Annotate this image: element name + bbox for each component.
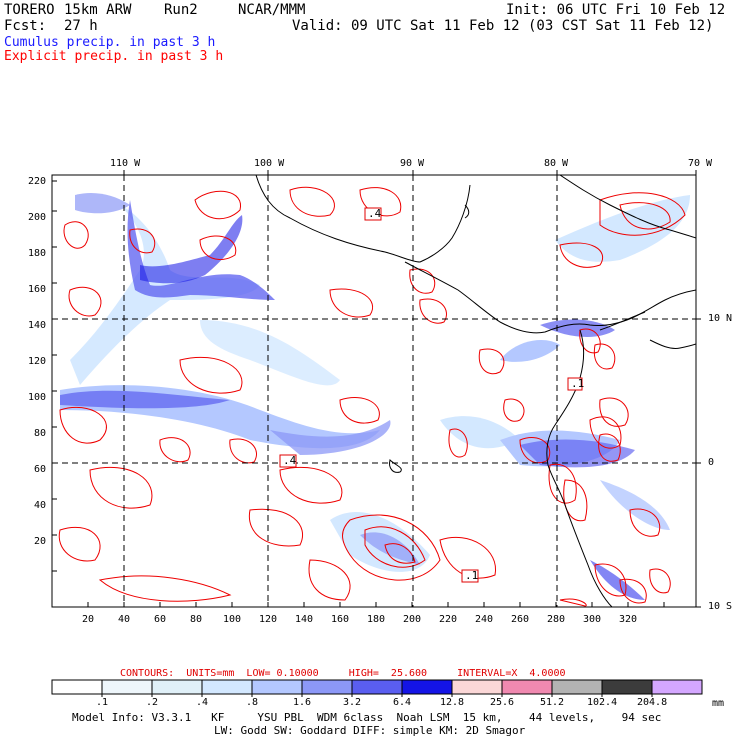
y-tick-label: 200	[28, 212, 47, 223]
x-tick-label: 80	[190, 614, 203, 625]
contour-info: CONTOURS: UNITS=mm LOW= 0.10000 HIGH= 25…	[120, 668, 566, 679]
colorbar-swatch	[101, 679, 153, 695]
colorbar-label: .4	[196, 697, 209, 708]
cumulus-precip-label: Cumulus precip. in past 3 h	[4, 35, 216, 50]
colorbar-label: .8	[246, 697, 259, 708]
x-tick-label: 300	[583, 614, 602, 625]
colorbar-swatch	[601, 679, 653, 695]
fcst-label: Fcst:	[4, 18, 47, 34]
y-tick-label: 60	[34, 464, 47, 475]
x-tick-label: 160	[331, 614, 350, 625]
x-tick-label: 120	[259, 614, 278, 625]
colorbar-swatch	[651, 679, 703, 695]
model-resolution: 15km ARW	[64, 2, 132, 18]
x-tick-label: 180	[367, 614, 386, 625]
colorbar-label: 6.4	[393, 697, 412, 708]
fcst-value: 27 h	[64, 18, 98, 34]
lat-label: 10 S	[708, 601, 733, 612]
lat-label: 0	[708, 457, 715, 468]
model-name: TORERO	[4, 2, 55, 18]
colorbar-swatch	[551, 679, 603, 695]
colorbar-label: 1.6	[293, 697, 312, 708]
explicit-precip-label: Explicit precip. in past 3 h	[4, 49, 224, 64]
colorbar	[51, 679, 703, 695]
x-tick-label: 220	[439, 614, 458, 625]
colorbar-label: .1	[96, 697, 109, 708]
x-tick-label: 40	[118, 614, 131, 625]
x-tick-label: 20	[82, 614, 95, 625]
colorbar-swatch	[351, 679, 403, 695]
lat-label: 10 N	[708, 313, 733, 324]
colorbar-label: 3.2	[343, 697, 362, 708]
y-tick-label: 120	[28, 356, 47, 367]
init-time: Init: 06 UTC Fri 10 Feb 12	[506, 2, 726, 18]
colorbar-label: 102.4	[587, 697, 618, 708]
x-tick-label: 260	[511, 614, 530, 625]
x-tick-label: 320	[619, 614, 638, 625]
y-tick-label: 180	[28, 248, 47, 259]
colorbar-label: 204.8	[637, 697, 668, 708]
y-tick-label: 140	[28, 320, 47, 331]
x-tick-label: 140	[295, 614, 314, 625]
lon-label: 90 W	[400, 158, 425, 169]
x-tick-label: 280	[547, 614, 566, 625]
x-tick-label: 60	[154, 614, 167, 625]
lon-label: 110 W	[110, 158, 141, 169]
colorbar-swatch	[251, 679, 303, 695]
colorbar-label: 25.6	[490, 697, 515, 708]
colorbar-swatch	[451, 679, 503, 695]
colorbar-label: .2	[146, 697, 159, 708]
model-org: NCAR/MMM	[238, 2, 306, 18]
model-info-line: Model Info: V3.3.1 KF YSU PBL WDM 6class…	[72, 711, 662, 724]
explicit-precip-contours	[58, 186, 686, 607]
y-tick-label: 220	[28, 176, 47, 187]
x-tick-label: 100	[223, 614, 242, 625]
contour-box-label: .1	[465, 569, 479, 582]
lon-label: 70 W	[688, 158, 713, 169]
colorbar-swatch	[151, 679, 203, 695]
colorbar-swatch	[301, 679, 353, 695]
contour-box-label: .1	[571, 377, 585, 390]
y-tick-label: 80	[34, 428, 47, 439]
colorbar-label: 12.8	[440, 697, 465, 708]
y-tick-label: 100	[28, 392, 47, 403]
contour-label-boxes	[279, 207, 583, 583]
x-tick-label: 200	[403, 614, 422, 625]
model-run: Run2	[164, 2, 198, 18]
lat-lon-grid	[52, 175, 696, 607]
precip-field	[58, 186, 690, 607]
y-tick-label: 160	[28, 284, 47, 295]
contour-box-label: .4	[368, 207, 382, 220]
lon-label: 100 W	[254, 158, 285, 169]
model-physics-line: LW: Godd SW: Goddard DIFF: simple KM: 2D…	[214, 724, 526, 737]
colorbar-label: 51.2	[540, 697, 565, 708]
colorbar-swatch	[51, 679, 103, 695]
colorbar-swatch	[401, 679, 453, 695]
lon-label: 80 W	[544, 158, 569, 169]
contour-box-label: .4	[283, 454, 297, 467]
colorbar-swatch	[201, 679, 253, 695]
x-tick-label: 240	[475, 614, 494, 625]
y-tick-label: 40	[34, 500, 47, 511]
colorbar-unit: mm	[712, 698, 725, 709]
colorbar-ticks	[101, 694, 653, 697]
colorbar-swatch	[501, 679, 553, 695]
y-tick-label: 20	[34, 536, 47, 547]
axis-ticks	[52, 170, 701, 608]
valid-time: Valid: 09 UTC Sat 11 Feb 12 (03 CST Sat …	[292, 18, 714, 34]
